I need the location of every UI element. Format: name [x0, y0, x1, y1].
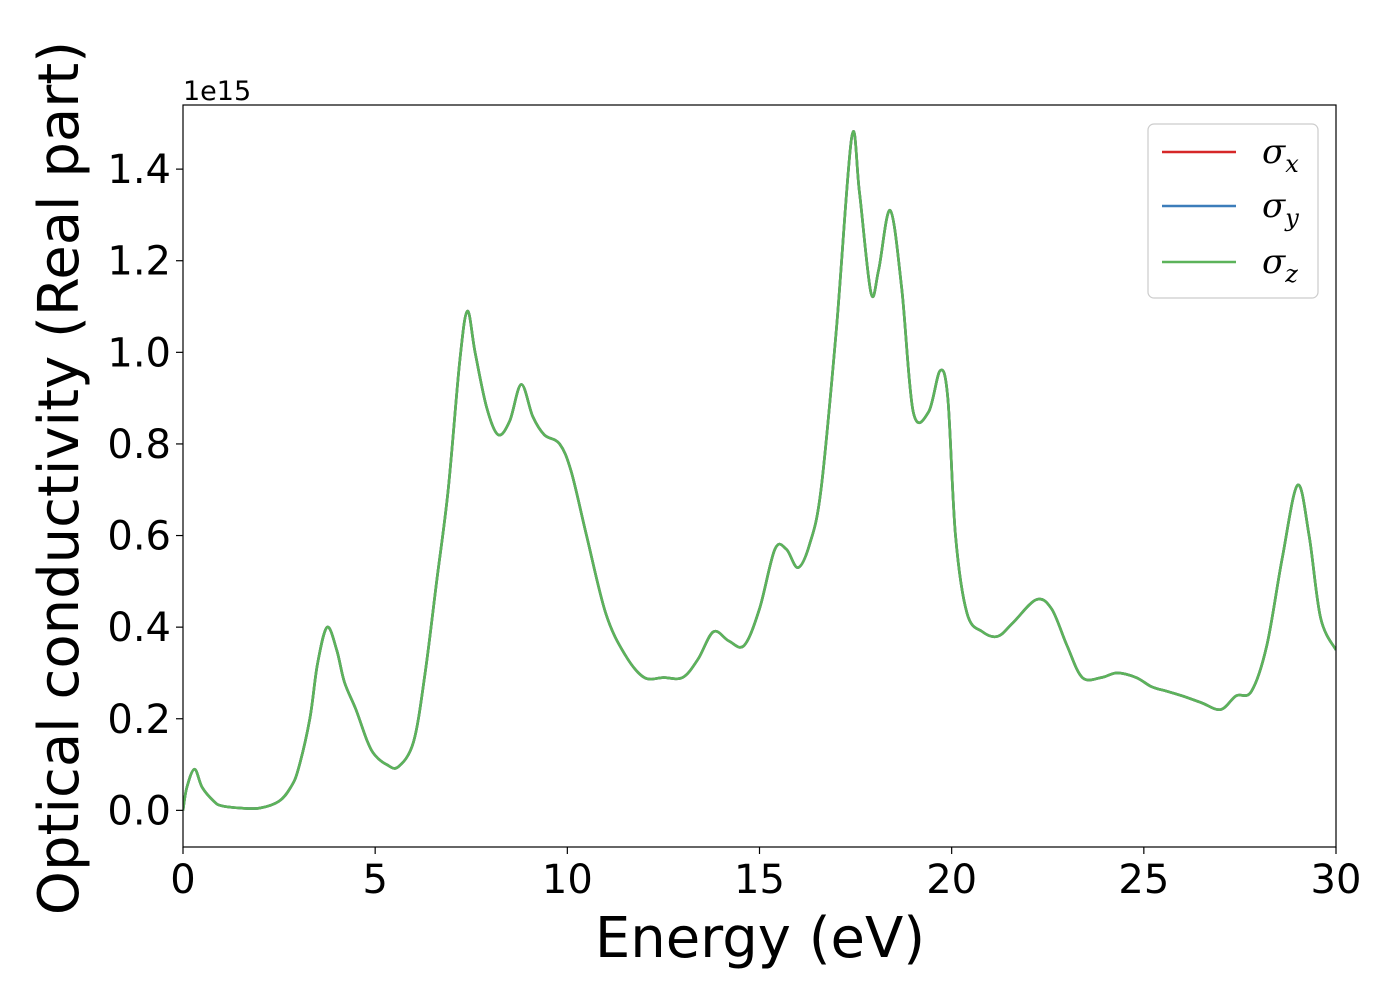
x-tick-label: 25 — [1118, 857, 1169, 903]
y-axis-ticks: 0.0 0.2 0.4 0.6 0.8 1.0 1.2 1.4 — [107, 147, 183, 834]
x-tick-label: 10 — [542, 857, 593, 903]
axes-frame — [182, 104, 1337, 848]
x-axis-ticks: 0 5 10 15 20 25 30 — [170, 847, 1361, 903]
legend-label-y: σy — [1262, 186, 1299, 232]
y-tick-label: 1.4 — [107, 147, 171, 193]
x-axis-title: Energy (eV) — [595, 906, 925, 971]
legend-subscript: z — [1284, 260, 1298, 288]
x-tick-label: 5 — [362, 857, 387, 903]
y-tick-label: 0.8 — [107, 422, 171, 468]
y-tick-label: 1.0 — [107, 330, 171, 376]
y-tick-label: 0.6 — [107, 514, 171, 560]
y-tick-label: 0.2 — [107, 697, 171, 743]
plot-area — [183, 130, 1336, 811]
legend-symbol: σ — [1262, 186, 1286, 226]
x-tick-label: 0 — [170, 857, 195, 903]
legend-subscript: y — [1284, 204, 1299, 232]
y-axis-title: Optical conductivity (Real part) — [27, 41, 92, 915]
legend-label-x: σx — [1262, 132, 1299, 178]
series-line-z — [183, 130, 1336, 811]
legend-symbol: σ — [1262, 132, 1286, 172]
x-tick-label: 20 — [926, 857, 977, 903]
legend-label-z: σz — [1262, 242, 1298, 288]
legend-box — [1147, 123, 1319, 299]
y-axis-offset-text: 1e15 — [183, 76, 251, 107]
legend-symbol: σ — [1262, 242, 1286, 282]
y-tick-label: 0.0 — [107, 788, 171, 834]
y-tick-label: 1.2 — [107, 239, 171, 285]
legend-subscript: x — [1285, 150, 1299, 178]
x-tick-label: 15 — [734, 857, 785, 903]
y-tick-label: 0.4 — [107, 605, 171, 651]
x-tick-label: 30 — [1311, 857, 1362, 903]
